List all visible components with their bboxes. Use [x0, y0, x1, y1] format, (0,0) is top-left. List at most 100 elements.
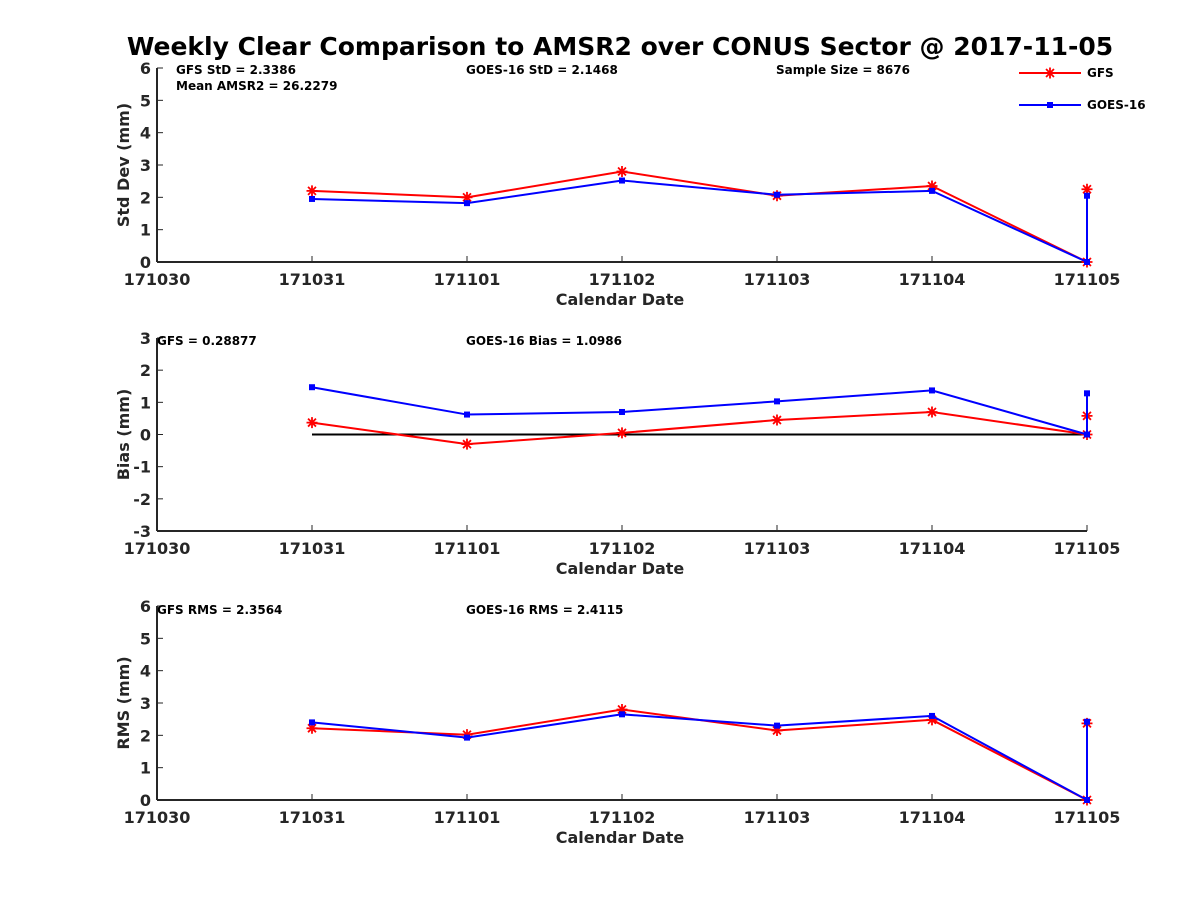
chart-panel-1: 0 1 2 3 4 5 6 171030 171031 171101 171102 171103 171…	[114, 59, 1120, 309]
series-line	[311, 410, 1088, 446]
chart-panel-2: -3 -2 -1 0 1 2 3 171030 171031 171101 171102 171103…	[114, 329, 1120, 578]
x-tick-label: 171103	[744, 808, 811, 827]
x-tick-label: 171101	[434, 808, 501, 827]
data-point	[309, 719, 315, 726]
y-tick-label: 0	[140, 426, 151, 445]
x-tick-label: 171031	[279, 808, 346, 827]
y-tick-label: -3	[133, 522, 151, 541]
y-axis-label: RMS (mm)	[114, 656, 133, 749]
y-tick-label: 6	[140, 597, 151, 616]
stat-annotation: GFS RMS = 2.3564	[157, 603, 282, 617]
x-axis-label: Calendar Date	[556, 828, 685, 847]
data-point	[616, 427, 628, 439]
y-tick-label: 6	[140, 59, 151, 78]
y-tick-label: 0	[140, 253, 151, 272]
stat-annotation: GFS = 0.28877	[157, 334, 257, 348]
x-tick-label: 171104	[899, 270, 966, 289]
data-point	[771, 414, 783, 426]
stat-annotation: GFS StD = 2.3386	[176, 63, 296, 77]
x-tick-label: 171031	[279, 270, 346, 289]
x-tick-label: 171030	[124, 808, 191, 827]
data-point	[1084, 259, 1090, 265]
legend: GFS GOES-16	[1019, 66, 1146, 112]
data-point	[619, 711, 625, 718]
series-goes-16	[309, 711, 1090, 803]
x-tick-label: 171104	[899, 808, 966, 827]
legend-label: GOES-16	[1087, 98, 1146, 112]
x-tick-label: 171102	[589, 539, 656, 558]
x-tick-label: 171031	[279, 539, 346, 558]
data-point	[774, 722, 780, 729]
stat-annotation: Mean AMSR2 = 26.2279	[176, 79, 337, 93]
stat-annotation: GOES-16 RMS = 2.4115	[466, 603, 623, 617]
x-tick-label: 171105	[1054, 270, 1121, 289]
data-point	[1084, 390, 1090, 397]
y-tick-label: 1	[140, 759, 151, 778]
chart-panel-3: 0 1 2 3 4 5 6 171030 171031 171101 171102 171103 171…	[114, 597, 1120, 847]
x-tick-label: 171030	[124, 539, 191, 558]
y-tick-label: 4	[140, 124, 151, 143]
series-goes-16	[309, 177, 1090, 265]
data-point	[464, 200, 470, 207]
x-tick-label: 171101	[434, 270, 501, 289]
data-point	[461, 191, 473, 203]
data-point	[926, 714, 938, 726]
data-point	[926, 406, 938, 418]
y-tick-label: 1	[140, 221, 151, 240]
x-axis-label: Calendar Date	[556, 559, 685, 578]
y-tick-label: 3	[140, 694, 151, 713]
data-point	[306, 417, 318, 429]
y-tick-label: 3	[140, 329, 151, 348]
data-point	[1081, 183, 1093, 195]
series-gfs	[306, 406, 1093, 450]
data-point	[1084, 797, 1090, 803]
series-line	[311, 713, 1088, 802]
x-tick-label: 171104	[899, 539, 966, 558]
data-point	[464, 411, 470, 418]
y-tick-label: 2	[140, 188, 151, 207]
x-tick-label: 171101	[434, 539, 501, 558]
y-tick-label: 4	[140, 662, 151, 681]
data-point	[616, 165, 628, 177]
data-point	[926, 180, 938, 192]
data-point	[619, 177, 625, 184]
y-tick-label: -2	[133, 490, 151, 509]
legend-entry-goes-16: GOES-16	[1019, 98, 1146, 112]
data-point	[306, 722, 318, 734]
y-tick-label: 3	[140, 156, 151, 175]
y-tick-label: 2	[140, 726, 151, 745]
data-point	[461, 438, 473, 450]
series-line	[311, 170, 1088, 264]
stat-annotation: GOES-16 StD = 2.1468	[466, 63, 618, 77]
stat-annotation: Sample Size = 8676	[776, 63, 910, 77]
y-axis-label: Std Dev (mm)	[114, 103, 133, 227]
data-point	[929, 712, 935, 719]
legend-marker	[1047, 102, 1053, 108]
y-axis-label: Bias (mm)	[114, 389, 133, 481]
data-point	[616, 703, 628, 715]
data-point	[1084, 718, 1090, 725]
y-tick-label: 5	[140, 91, 151, 110]
x-tick-label: 171030	[124, 270, 191, 289]
data-point	[771, 724, 783, 736]
y-tick-label: 2	[140, 361, 151, 380]
x-tick-label: 171103	[744, 270, 811, 289]
data-point	[774, 398, 780, 405]
x-tick-label: 171103	[744, 539, 811, 558]
data-point	[464, 734, 470, 741]
legend-label: GFS	[1087, 66, 1114, 80]
y-tick-label: 1	[140, 393, 151, 412]
data-point	[306, 185, 318, 197]
data-point	[309, 195, 315, 202]
x-axis-label: Calendar Date	[556, 290, 685, 309]
data-point	[929, 387, 935, 394]
legend-marker	[1044, 67, 1056, 79]
series-line	[311, 179, 1088, 264]
figure-title: Weekly Clear Comparison to AMSR2 over CO…	[127, 32, 1113, 61]
series-line	[311, 708, 1088, 802]
y-tick-label: 5	[140, 629, 151, 648]
data-point	[1084, 431, 1090, 438]
data-point	[1084, 192, 1090, 199]
legend-entry-gfs: GFS	[1019, 66, 1114, 80]
